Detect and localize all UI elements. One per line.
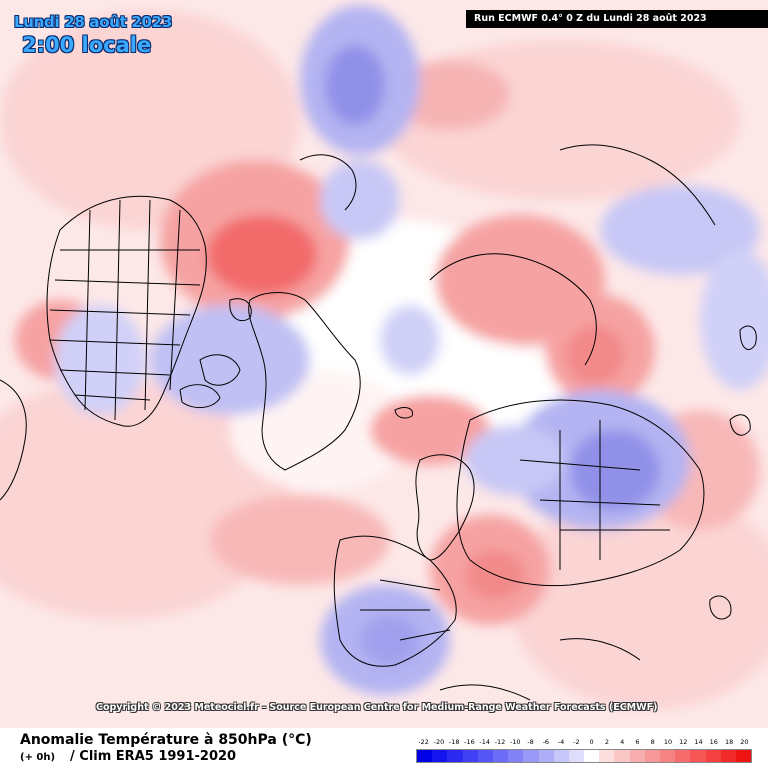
legend-label: -16 — [464, 738, 475, 746]
legend-swatch — [735, 750, 752, 762]
legend-swatch — [447, 750, 463, 762]
legend-swatch — [462, 750, 478, 762]
forecast-offset: (+ 0h) — [20, 752, 56, 763]
legend-swatch — [568, 750, 585, 762]
legend-label: -8 — [527, 738, 534, 746]
legend-label: 2 — [604, 738, 609, 746]
legend-swatch — [492, 750, 509, 762]
legend-label: 20 — [740, 738, 749, 746]
legend-swatch — [644, 750, 660, 762]
legend-label: 14 — [694, 738, 703, 746]
legend-label: 18 — [724, 738, 734, 746]
legend-swatch — [690, 750, 706, 762]
legend-swatch — [660, 750, 676, 762]
legend-labels: -22 -20 -18 -16 -14 -12 -10 -8 -6 -4 -2 0 2 4 6 8 10 12 14… — [416, 738, 752, 748]
legend-label: -22 — [418, 738, 429, 746]
legend-label: -18 — [448, 738, 460, 746]
legend-label: -6 — [542, 738, 550, 746]
legend-label: 0 — [589, 738, 594, 746]
color-scale-legend: -22 -20 -18 -16 -14 -12 -10 -8 -6 -4 -2 0 2 4 6 8 10 12 14… — [416, 738, 752, 766]
legend-label: 8 — [650, 738, 655, 746]
legend-label: -4 — [557, 738, 565, 746]
legend-label: 10 — [663, 738, 673, 746]
coastlines — [0, 144, 757, 701]
legend-swatch — [720, 750, 736, 762]
forecast-time: 2:00 locale — [22, 33, 152, 57]
legend-label: -12 — [494, 738, 506, 746]
legend-label: -14 — [479, 738, 491, 746]
legend-label: -2 — [573, 738, 580, 746]
climatology-label: / Clim ERA5 1991-2020 — [70, 749, 237, 764]
legend-label: -10 — [509, 738, 521, 746]
legend-swatch — [599, 750, 615, 762]
legend-swatch — [477, 750, 493, 762]
legend-color-bar — [416, 749, 752, 763]
legend-swatch — [675, 750, 691, 762]
legend-swatch — [705, 750, 721, 762]
legend-swatch — [538, 750, 554, 762]
legend-swatch — [523, 750, 539, 762]
legend-swatch — [584, 750, 600, 762]
legend-swatch — [614, 750, 630, 762]
legend-swatch — [553, 750, 569, 762]
legend-swatch — [432, 750, 448, 762]
legend-label: 6 — [635, 738, 640, 746]
legend-label: -20 — [433, 738, 445, 746]
temperature-anomaly-map — [0, 0, 768, 728]
run-info: Run ECMWF 0.4° 0 Z du Lundi 28 août 2023 — [466, 10, 768, 28]
legend-label: 4 — [620, 738, 625, 746]
legend-swatch — [629, 750, 645, 762]
legend-swatch — [417, 750, 433, 762]
copyright-notice: Copyright © 2023 Meteociel.fr - Source E… — [96, 702, 658, 713]
forecast-date: Lundi 28 août 2023 — [14, 13, 172, 31]
legend-label: 16 — [709, 738, 718, 746]
variable-title: Anomalie Température à 850hPa (°C) — [20, 732, 312, 748]
legend-label: 12 — [679, 738, 688, 746]
legend-swatch — [508, 750, 524, 762]
